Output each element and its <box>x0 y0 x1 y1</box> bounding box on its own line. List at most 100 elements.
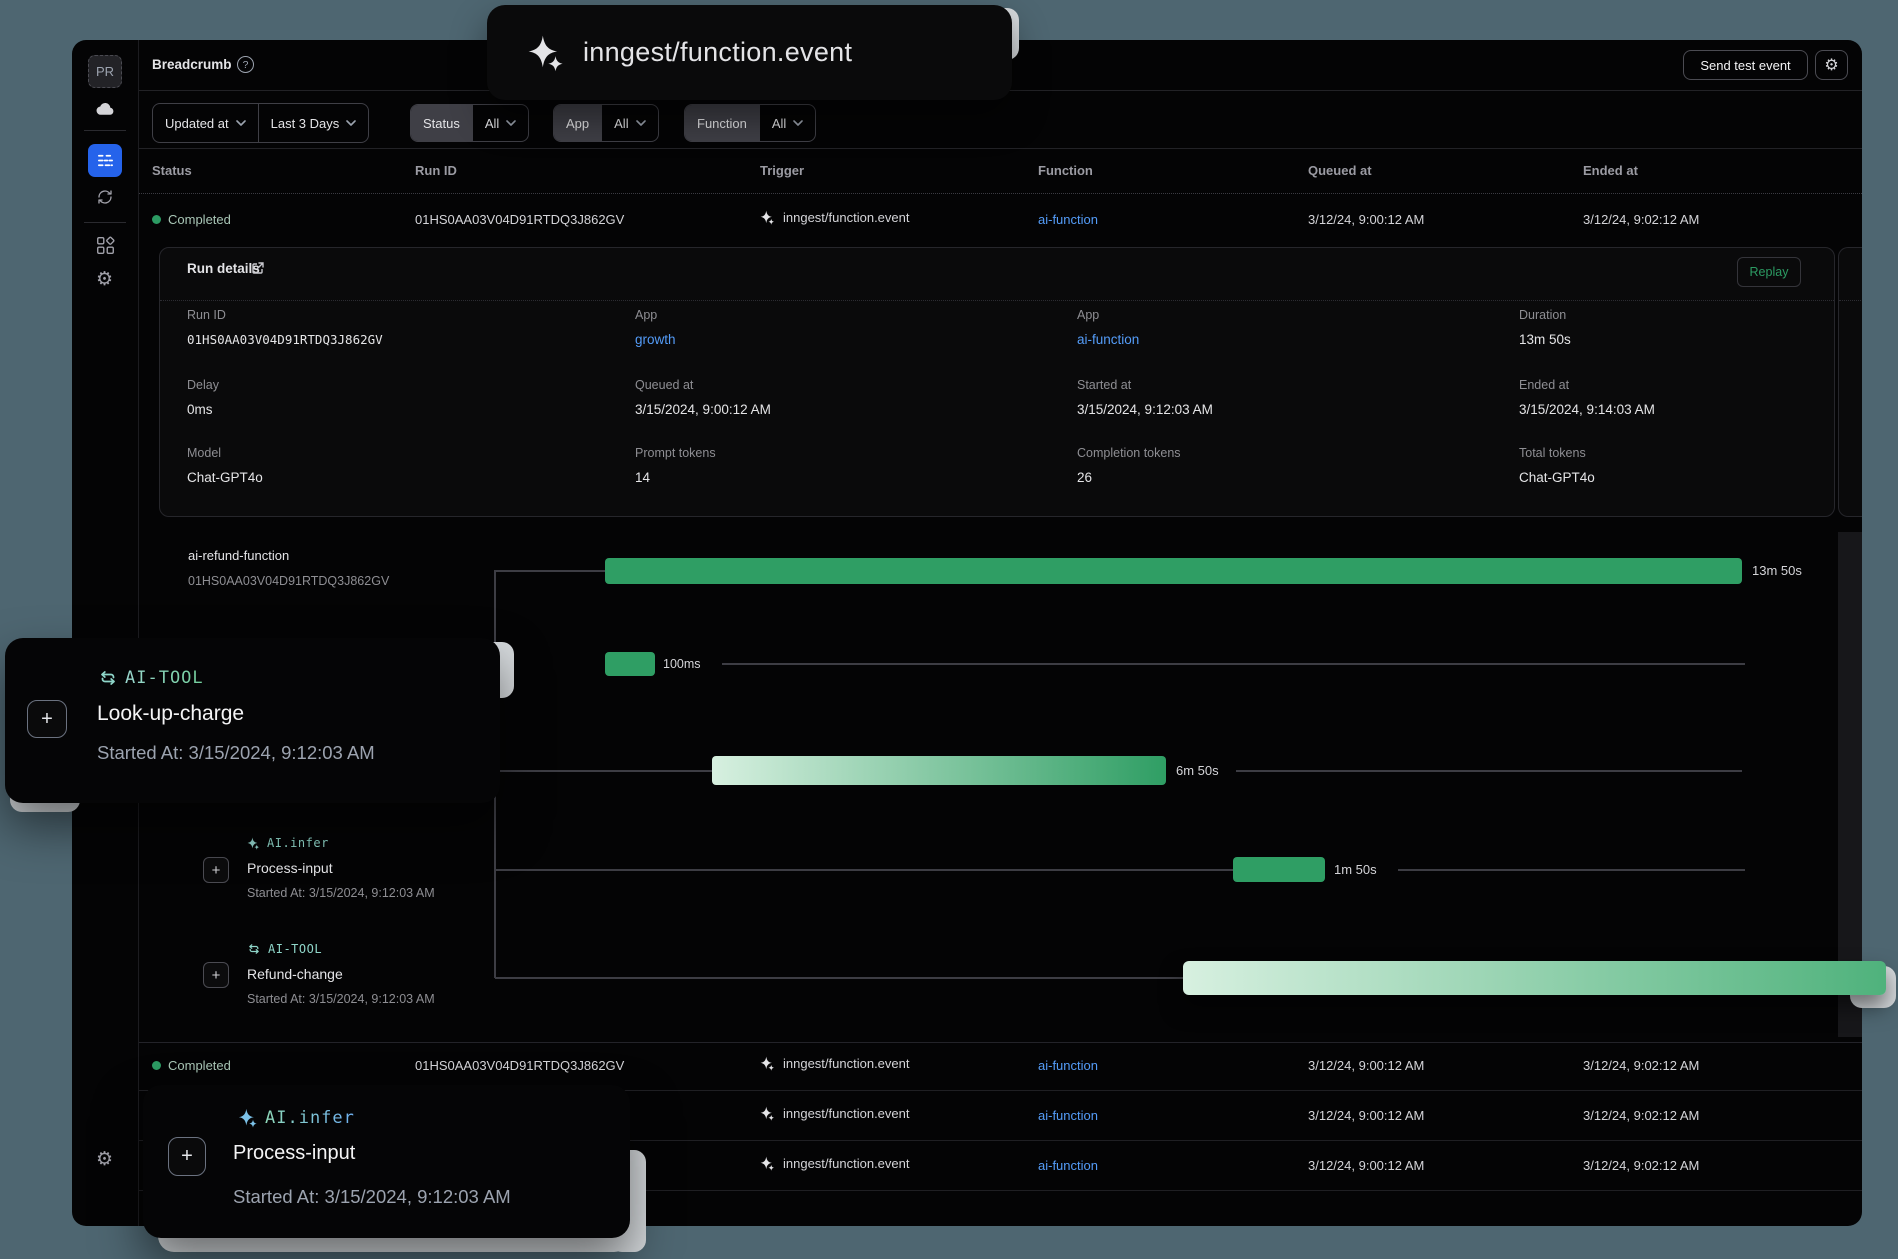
chevron-down-icon <box>636 120 646 126</box>
status-filter-label: Status <box>411 105 472 141</box>
card-started-at: Started At: 3/15/2024, 9:12:03 AM <box>97 742 375 763</box>
timeline-track <box>1398 869 1745 871</box>
timeline-root-run-id: 01HS0AA03V04D91RTDQ3J862GV <box>188 574 390 588</box>
chevron-down-icon <box>346 120 356 126</box>
expand-step-button[interactable]: + <box>168 1137 206 1176</box>
step-name: Process-input <box>247 860 333 876</box>
run-queued-at: 3/12/24, 9:00:12 AM <box>1308 212 1425 227</box>
section-divider <box>139 1042 1862 1043</box>
chevron-down-icon <box>793 120 803 126</box>
sort-range-control[interactable]: Updated at Last 3 Days <box>152 103 370 143</box>
timeline-connector <box>495 770 712 772</box>
detail-model: Model Chat-GPT4o <box>187 446 263 485</box>
sidebar-divider <box>84 130 126 131</box>
replay-button[interactable]: Replay <box>1737 257 1801 287</box>
detail-duration: Duration 13m 50s <box>1519 308 1571 347</box>
timeline-bar-step[interactable] <box>605 652 655 676</box>
right-panel-edge-lower <box>1838 532 1862 1037</box>
run-id: 01HS0AA03V04D91RTDQ3J862GV <box>415 1058 625 1073</box>
col-trigger: Trigger <box>760 163 805 178</box>
settings-icon[interactable]: ⚙ <box>96 268 114 290</box>
detail-completion-tokens: Completion tokens 26 <box>1077 446 1181 485</box>
function-link[interactable]: ai-function <box>1077 332 1140 347</box>
run-queued-at: 3/12/24, 9:00:12 AM <box>1308 1108 1425 1123</box>
send-test-event-button[interactable]: Send test event <box>1683 50 1808 80</box>
sort-by-label: Updated at <box>165 115 229 131</box>
workspace-logo[interactable]: PR <box>88 55 122 88</box>
settings-icon-bottom[interactable]: ⚙ <box>96 1148 114 1170</box>
detail-queued-at: Queued at 3/15/2024, 9:00:12 AM <box>635 378 771 417</box>
row-divider <box>139 1140 1862 1141</box>
event-name: inngest/function.event <box>583 37 853 67</box>
refresh-icon[interactable] <box>96 188 114 211</box>
card-step-name: Look-up-charge <box>97 702 245 725</box>
detail-run-id: Run ID 01HS0AA03V04D91RTDQ3J862GV <box>187 308 383 347</box>
run-queued-at: 3/12/24, 9:00:12 AM <box>1308 1158 1425 1173</box>
step-duration: 1m 50s <box>1334 862 1377 877</box>
expand-step-button[interactable]: + <box>203 857 229 883</box>
timeline-connector <box>495 977 1183 979</box>
run-function-link[interactable]: ai-function <box>1038 1108 1098 1123</box>
sparkle-icon <box>527 34 565 72</box>
function-filter-value[interactable]: All <box>758 105 815 141</box>
repeat-icon <box>247 942 261 956</box>
lookup-charge-card <box>5 638 500 803</box>
external-link-icon[interactable] <box>251 261 265 280</box>
col-queued-at: Queued at <box>1308 163 1372 178</box>
cloud-icon[interactable] <box>95 99 116 125</box>
timeline-root-duration: 13m 50s <box>1752 563 1802 578</box>
step-started-at: Started At: 3/15/2024, 9:12:03 AM <box>247 886 435 900</box>
sparkle-icon <box>760 1106 775 1121</box>
run-ended-at: 3/12/24, 9:02:12 AM <box>1583 1108 1700 1123</box>
chevron-down-icon <box>236 120 246 126</box>
apps-icon[interactable] <box>96 236 115 260</box>
detail-total-tokens: Total tokens Chat-GPT4o <box>1519 446 1595 485</box>
col-ended-at: Ended at <box>1583 163 1638 178</box>
step-duration: 6m 50s <box>1176 763 1219 778</box>
process-input-card <box>143 1085 630 1238</box>
run-queued-at: 3/12/24, 9:00:12 AM <box>1308 1058 1425 1073</box>
timeline-bar-lookup[interactable] <box>712 756 1166 785</box>
run-id: 01HS0AA03V04D91RTDQ3J862GV <box>415 212 625 227</box>
filter-divider <box>139 148 1862 149</box>
gear-icon: ⚙ <box>1824 55 1839 74</box>
function-filter[interactable]: Function All <box>684 104 817 142</box>
status-filter[interactable]: Status All <box>410 104 530 142</box>
run-trigger: inngest/function.event <box>760 1056 909 1071</box>
repeat-icon <box>98 668 118 688</box>
app-link[interactable]: growth <box>635 332 676 347</box>
sidebar <box>72 40 139 1226</box>
timeline-bar-infer[interactable] <box>1233 857 1325 882</box>
date-range-select[interactable]: Last 3 Days <box>257 104 369 142</box>
status-filter-value[interactable]: All <box>471 105 528 141</box>
detail-app: App growth <box>635 308 1055 347</box>
expand-step-button[interactable]: + <box>27 700 67 738</box>
step-tag: AI-TOOL <box>247 942 322 956</box>
timeline-track <box>1236 770 1742 772</box>
right-panel-edge-divider <box>1839 300 1861 301</box>
timeline-bar-root[interactable] <box>605 558 1742 584</box>
event-tooltip: inngest/function.event <box>487 5 1012 100</box>
panel-divider <box>160 300 1834 301</box>
expand-step-button[interactable]: + <box>203 962 229 988</box>
app-filter-value[interactable]: All <box>601 105 657 141</box>
timeline-root-name: ai-refund-function <box>188 548 290 563</box>
sparkle-icon <box>760 1056 775 1071</box>
header-settings-button[interactable]: ⚙ <box>1815 50 1848 80</box>
card-step-name: Process-input <box>233 1142 356 1164</box>
run-details-panel <box>159 247 1835 517</box>
app-filter[interactable]: App All <box>553 104 659 142</box>
sort-by-select[interactable]: Updated at <box>153 104 258 142</box>
chevron-down-icon <box>506 120 516 126</box>
run-ended-at: 3/12/24, 9:02:12 AM <box>1583 1058 1700 1073</box>
run-function-link[interactable]: ai-function <box>1038 212 1098 227</box>
timeline-bar-refund[interactable] <box>1183 961 1886 995</box>
sparkle-icon <box>247 837 260 850</box>
timeline-connector <box>495 570 605 572</box>
help-icon[interactable]: ? <box>237 56 254 73</box>
detail-app-function: App ai-function <box>1077 308 1497 347</box>
sidebar-item-runs[interactable] <box>88 144 122 177</box>
run-function-link[interactable]: ai-function <box>1038 1058 1098 1073</box>
run-function-link[interactable]: ai-function <box>1038 1158 1098 1173</box>
